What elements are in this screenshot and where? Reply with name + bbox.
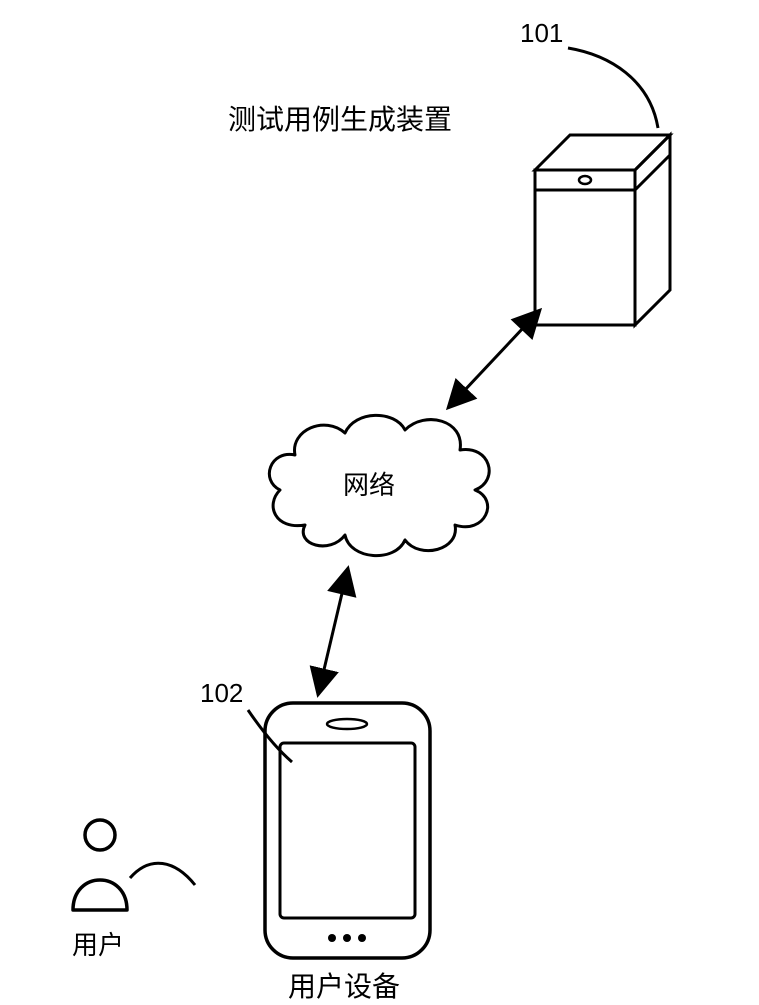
network-label: 网络 <box>343 465 395 502</box>
server-title-label: 测试用例生成装置 <box>228 98 452 138</box>
user-label: 用户 <box>72 925 124 962</box>
device-label: 用户设备 <box>288 965 400 1005</box>
device-ref-label: 102 <box>200 678 243 709</box>
server-ref-label: 101 <box>520 18 563 49</box>
